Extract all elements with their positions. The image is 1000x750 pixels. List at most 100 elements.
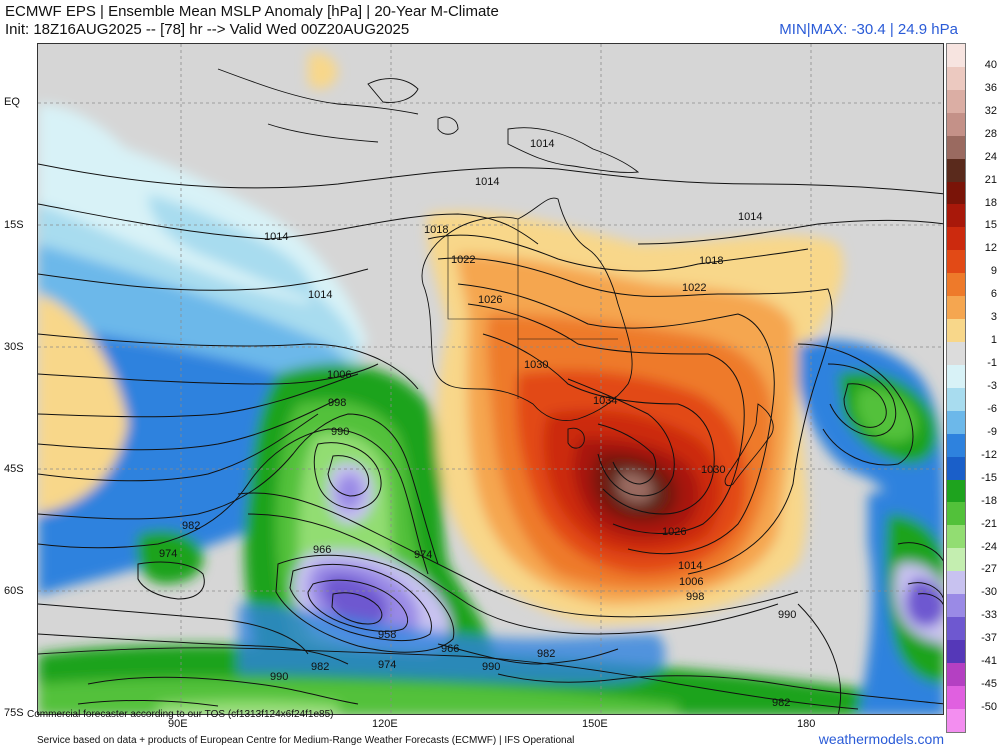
colorbar-cell [947, 89, 965, 113]
lat-label-eq: EQ [4, 96, 20, 108]
isobar-label: 982 [182, 520, 200, 532]
colorbar-tick-label: 6 [990, 288, 997, 301]
isobars [38, 163, 943, 714]
australia-coast [421, 197, 633, 421]
colorbar-tick-label: 3 [990, 311, 997, 324]
new-guinea-coast [507, 127, 640, 173]
isobar-label: 998 [686, 591, 704, 603]
weak-positive-anomaly-west [38, 294, 128, 514]
isobar-label: 990 [778, 609, 796, 621]
isobar-labels: 1014 1014 1014 1014 1014 1018 1018 1022 … [159, 138, 796, 709]
isobar-label: 982 [311, 661, 329, 673]
colorbar-cell [947, 204, 965, 228]
tasmania-coast [567, 427, 585, 449]
isobar-label: 1026 [662, 526, 686, 538]
chart-title: ECMWF EPS | Ensemble Mean MSLP Anomaly [… [5, 3, 499, 20]
isobar-label: 1022 [451, 254, 475, 266]
colorbar-tick-label: 28 [984, 127, 997, 140]
isobar-label: 1018 [699, 255, 723, 267]
colorbar-cell [947, 158, 965, 182]
colorbar-cell [947, 433, 965, 457]
mslp-anomaly-map: 1014 1014 1014 1014 1014 1018 1018 1022 … [37, 43, 944, 715]
isobar-label: 998 [328, 397, 346, 409]
colorbar-tick-label: -41 [981, 655, 997, 668]
colorbar-cell [947, 364, 965, 388]
colorbar-cell [947, 479, 965, 503]
isobar-label: 1014 [475, 176, 499, 188]
isobar-label: 990 [270, 671, 288, 683]
colorbar-cell [947, 502, 965, 526]
colorbar-tick-label: 18 [984, 196, 997, 209]
colorbar-cell [947, 387, 965, 411]
isobar-1014-west [38, 268, 369, 291]
colorbar [946, 43, 966, 733]
colorbar-cell [947, 181, 965, 205]
colorbar-tick-label: 36 [984, 81, 997, 94]
lon-label-180: 180 [797, 718, 816, 730]
colorbar-cell [947, 250, 965, 274]
colorbar-tick-label: -12 [981, 448, 997, 461]
lat-label-45s: 45S [4, 463, 24, 475]
colorbar-cell [947, 594, 965, 618]
isobar-label: 1006 [327, 369, 351, 381]
colorbar-cell [947, 273, 965, 297]
brand-link[interactable]: weathermodels.com [818, 731, 944, 747]
isobar-label: 1034 [593, 395, 617, 407]
colorbar-tick-label: -50 [981, 701, 997, 714]
isobar-label: 1026 [478, 294, 502, 306]
colorbar-tick-label: 9 [990, 265, 997, 278]
isobar-label: 966 [441, 643, 459, 655]
colorbar-cell [947, 639, 965, 663]
colorbar-tick-label: -1 [987, 357, 997, 370]
colorbar-tick-label: 21 [984, 173, 997, 186]
colorbar-cell [947, 296, 965, 320]
isobar-label: 990 [482, 661, 500, 673]
isobar-label: 974 [159, 548, 177, 560]
lat-label-60s: 60S [4, 585, 24, 597]
colorbar-cell [947, 410, 965, 434]
isobar-label: 990 [331, 426, 349, 438]
isobar-label: 966 [313, 544, 331, 556]
isobar-label: 1014 [530, 138, 554, 150]
isobar-label: 982 [537, 648, 555, 660]
graticule [38, 44, 943, 714]
colorbar-cell [947, 548, 965, 572]
colorbar-tick-label: -33 [981, 609, 997, 622]
minmax-readout: MIN|MAX: -30.4 | 24.9 hPa [779, 21, 958, 38]
colorbar-tick-label: -3 [987, 380, 997, 392]
new-zealand-coast [724, 403, 774, 487]
isobar-label: 974 [414, 549, 432, 561]
lon-label-120e: 120E [372, 718, 398, 730]
isobar-label: 1030 [524, 359, 548, 371]
isobar-label: 958 [378, 629, 396, 641]
colorbar-tick-label: -18 [981, 494, 997, 507]
isobar-label: 1006 [679, 576, 703, 588]
colorbar-cell [947, 525, 965, 549]
lon-label-90e: 90E [168, 718, 188, 730]
colorbar-tick-label: 40 [984, 58, 997, 71]
lon-label-150e: 150E [582, 718, 608, 730]
isobar-label: 1030 [701, 464, 725, 476]
colorbar-tick-label: 15 [984, 219, 997, 232]
small-low-west [136, 530, 204, 584]
colorbar-cell [947, 44, 965, 67]
colorbar-tick-label: -21 [981, 517, 997, 530]
colorbar-cell [947, 227, 965, 251]
isobar-label: 974 [378, 659, 396, 671]
antarctica-coast [38, 647, 859, 710]
isobar-label: 1014 [678, 560, 702, 572]
colorbar-cell [947, 685, 965, 709]
init-valid-line: Init: 18Z16AUG2025 -- [78] hr --> Valid … [5, 21, 410, 38]
colorbar-tick-label: -30 [981, 586, 997, 599]
colorbar-cell [947, 112, 965, 136]
colorbar-tick-label: -45 [981, 678, 997, 691]
isobar-1014-north [38, 163, 943, 195]
coastlines [38, 68, 859, 710]
colorbar-cell [947, 135, 965, 159]
isobar-label: 1018 [424, 224, 448, 236]
colorbar-tick-label: 24 [984, 150, 997, 163]
colorbar-tick-label: -24 [981, 540, 997, 553]
lat-label-75s: 75S [4, 707, 24, 719]
indonesia-coast [217, 68, 419, 115]
